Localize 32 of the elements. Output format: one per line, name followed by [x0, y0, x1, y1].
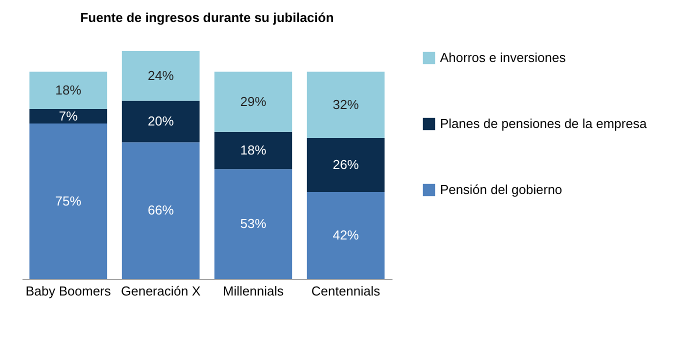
legend-label: Pensión del gobierno [440, 182, 562, 197]
data-label: 24% [148, 68, 174, 83]
bar [29, 109, 108, 124]
bar [214, 169, 292, 279]
data-label: 32% [332, 96, 360, 112]
bar [122, 142, 200, 279]
bar [306, 72, 385, 138]
bar [29, 124, 108, 279]
x-tick-label: Centennials [311, 284, 381, 298]
x-tick-label: Millennials [222, 284, 284, 298]
bar [122, 51, 200, 101]
data-label: 29% [240, 94, 267, 109]
data-label: 42% [332, 227, 360, 242]
x-tick-label: Baby Boomers [26, 284, 112, 298]
legend-label: Ahorros e inversiones [440, 50, 566, 65]
data-label: 66% [148, 202, 174, 218]
data-label: 53% [240, 216, 267, 232]
data-label: 18% [55, 82, 82, 98]
bar [122, 100, 200, 142]
chart-title: Fuente de ingresos durante su jubilación [80, 10, 334, 25]
data-label: 75% [55, 193, 82, 208]
bar [306, 192, 385, 279]
bar [306, 138, 385, 192]
data-label: 7% [58, 108, 78, 124]
bar [214, 132, 292, 170]
legend-label: Planes de pensiones de la empresa [440, 116, 648, 131]
bar [29, 72, 108, 110]
data-label: 18% [240, 142, 267, 158]
bar [214, 72, 292, 132]
data-label: 20% [148, 113, 174, 128]
x-tick-label: Generación X [121, 284, 201, 298]
data-label: 26% [332, 157, 360, 172]
